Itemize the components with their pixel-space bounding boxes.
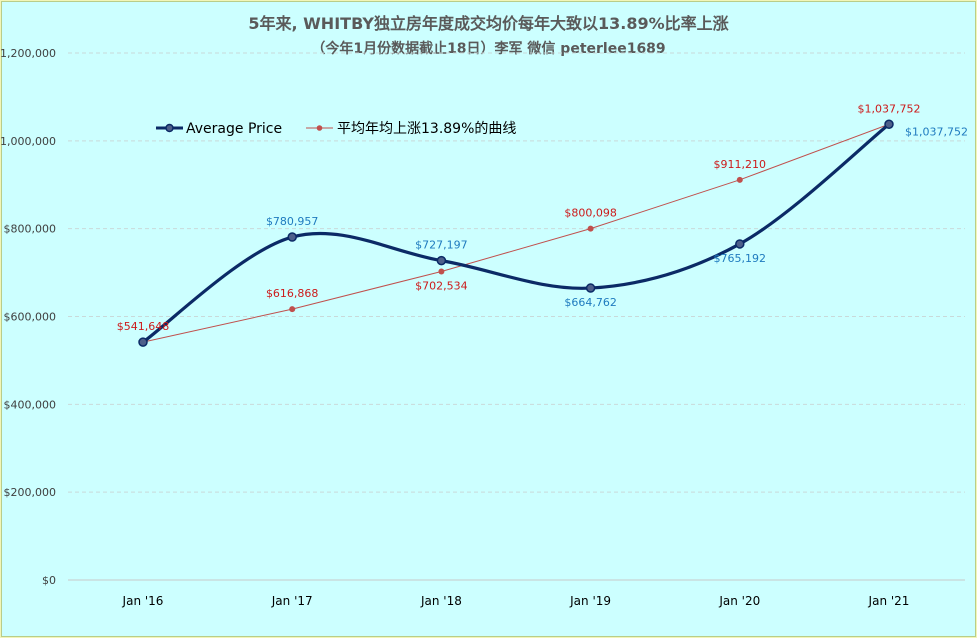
x-tick-label: Jan '17 [271, 594, 313, 608]
legend: Average Price 平均年均上涨13.89%的曲线 [156, 121, 516, 137]
data-point-trend [736, 176, 743, 183]
x-tick-label: Jan '16 [122, 594, 164, 608]
x-tick-label: Jan '19 [569, 594, 611, 608]
data-label-average-price: $1,037,752 [905, 125, 968, 138]
y-axis: $0 $200,000 $400,000 $600,000 $800,000 $1,000… [0, 47, 56, 587]
y-tick-label: $200,000 [4, 486, 57, 499]
data-label-trend: $616,868 [266, 287, 319, 300]
data-label-average-price: $664,762 [564, 296, 617, 309]
data-point-average-price [735, 239, 745, 249]
gridlines [68, 52, 965, 581]
data-label-trend: $1,037,752 [858, 102, 921, 115]
legend-label-trend: 平均年均上涨13.89%的曲线 [337, 121, 516, 137]
data-point-average-price [585, 283, 596, 293]
y-tick-label: $400,000 [4, 398, 57, 411]
series-line-trend [142, 123, 890, 343]
data-label-trend: $702,534 [415, 279, 468, 292]
legend-label-average-price: Average Price [186, 121, 282, 137]
data-label-average-price: $727,197 [415, 239, 468, 252]
y-tick-label: $0 [42, 574, 56, 587]
data-point-average-price [884, 119, 894, 130]
y-tick-label: $1,200,000 [0, 47, 56, 60]
data-point-trend [587, 225, 594, 232]
x-tick-label: Jan '21 [868, 594, 910, 608]
data-point-average-price [287, 232, 297, 242]
x-tick-label: Jan '18 [420, 594, 462, 608]
x-axis: Jan '16 Jan '17 Jan '18 Jan '19 Jan '20 Jan '… [122, 594, 910, 608]
data-point-average-price [138, 337, 148, 347]
series-line-average-price [142, 123, 891, 344]
chart-title: 5年来, WHITBY独立房年度成交均价每年大致以13.89%比率上涨 [248, 14, 729, 33]
legend-marker-average-price [165, 123, 174, 133]
x-tick-label: Jan '20 [718, 594, 760, 608]
data-label-average-price: $765,192 [714, 252, 767, 265]
data-label-average-price: $780,957 [266, 215, 319, 228]
y-tick-label: $1,000,000 [0, 135, 56, 148]
data-label-trend: $800,098 [564, 207, 617, 220]
data-label-trend: $541,648 [117, 320, 170, 333]
data-label-trend: $911,210 [714, 158, 767, 171]
y-tick-label: $800,000 [4, 223, 57, 236]
series-group [138, 119, 894, 347]
legend-marker-trend [316, 125, 323, 131]
data-point-trend [289, 306, 296, 313]
y-tick-label: $600,000 [4, 311, 57, 324]
data-point-trend [438, 268, 445, 275]
data-labels: $780,957 $727,197 $664,762 $765,192 $1,037,7… [117, 102, 968, 333]
data-point-average-price [436, 255, 447, 266]
